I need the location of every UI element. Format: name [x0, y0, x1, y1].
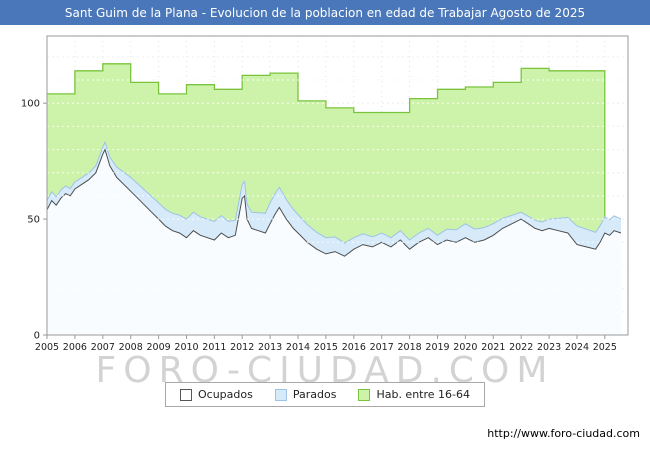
x-tick-label: 2018 [398, 342, 422, 353]
x-tick-label: 2016 [342, 342, 366, 353]
x-tick-label: 2005 [35, 342, 59, 353]
x-tick-label: 2007 [91, 342, 115, 353]
legend: Ocupados Parados Hab. entre 16-64 [164, 382, 486, 407]
x-tick-label: 2011 [202, 342, 226, 353]
y-tick-label: 50 [27, 215, 40, 226]
plot-border [46, 35, 629, 336]
x-tick-label: 2022 [509, 342, 533, 353]
legend-label: Ocupados [197, 388, 253, 401]
x-tick-label: 2021 [481, 342, 505, 353]
x-tick-label: 2010 [174, 342, 198, 353]
x-tick-label: 2015 [314, 342, 338, 353]
legend-item-hab: Hab. entre 16-64 [358, 388, 470, 401]
x-tick-label: 2008 [119, 342, 143, 353]
legend-swatch [179, 388, 192, 401]
x-tick-label: 2020 [453, 342, 477, 353]
x-tick-label: 2024 [565, 342, 589, 353]
y-tick-label: 100 [21, 99, 40, 110]
x-tick-label: 2017 [370, 342, 394, 353]
x-tick-label: 2014 [286, 342, 310, 353]
legend-label: Parados [292, 388, 337, 401]
legend-swatch [274, 388, 287, 401]
x-tick-label: 2009 [147, 342, 171, 353]
x-tick-label: 2012 [230, 342, 254, 353]
title-bar: Sant Guim de la Plana - Evolucion de la … [0, 0, 650, 25]
legend-swatch [358, 388, 371, 401]
series-ocupados-line [46, 148, 622, 257]
legend-label: Hab. entre 16-64 [376, 388, 471, 401]
series-hab-line [47, 63, 606, 335]
legend-item-ocupados: Ocupados [179, 388, 253, 401]
x-tick-label: 2019 [425, 342, 449, 353]
x-tick-label: 2023 [537, 342, 561, 353]
x-tick-label: 2006 [63, 342, 87, 353]
legend-item-parados: Parados [274, 388, 337, 401]
series-parados-line [46, 140, 622, 244]
chart-title: Sant Guim de la Plana - Evolucion de la … [64, 5, 586, 20]
x-tick-label: 2025 [593, 342, 617, 353]
footer-url: http://www.foro-ciudad.com [487, 427, 640, 440]
y-tick-label: 0 [34, 331, 40, 342]
x-tick-label: 2013 [258, 342, 282, 353]
